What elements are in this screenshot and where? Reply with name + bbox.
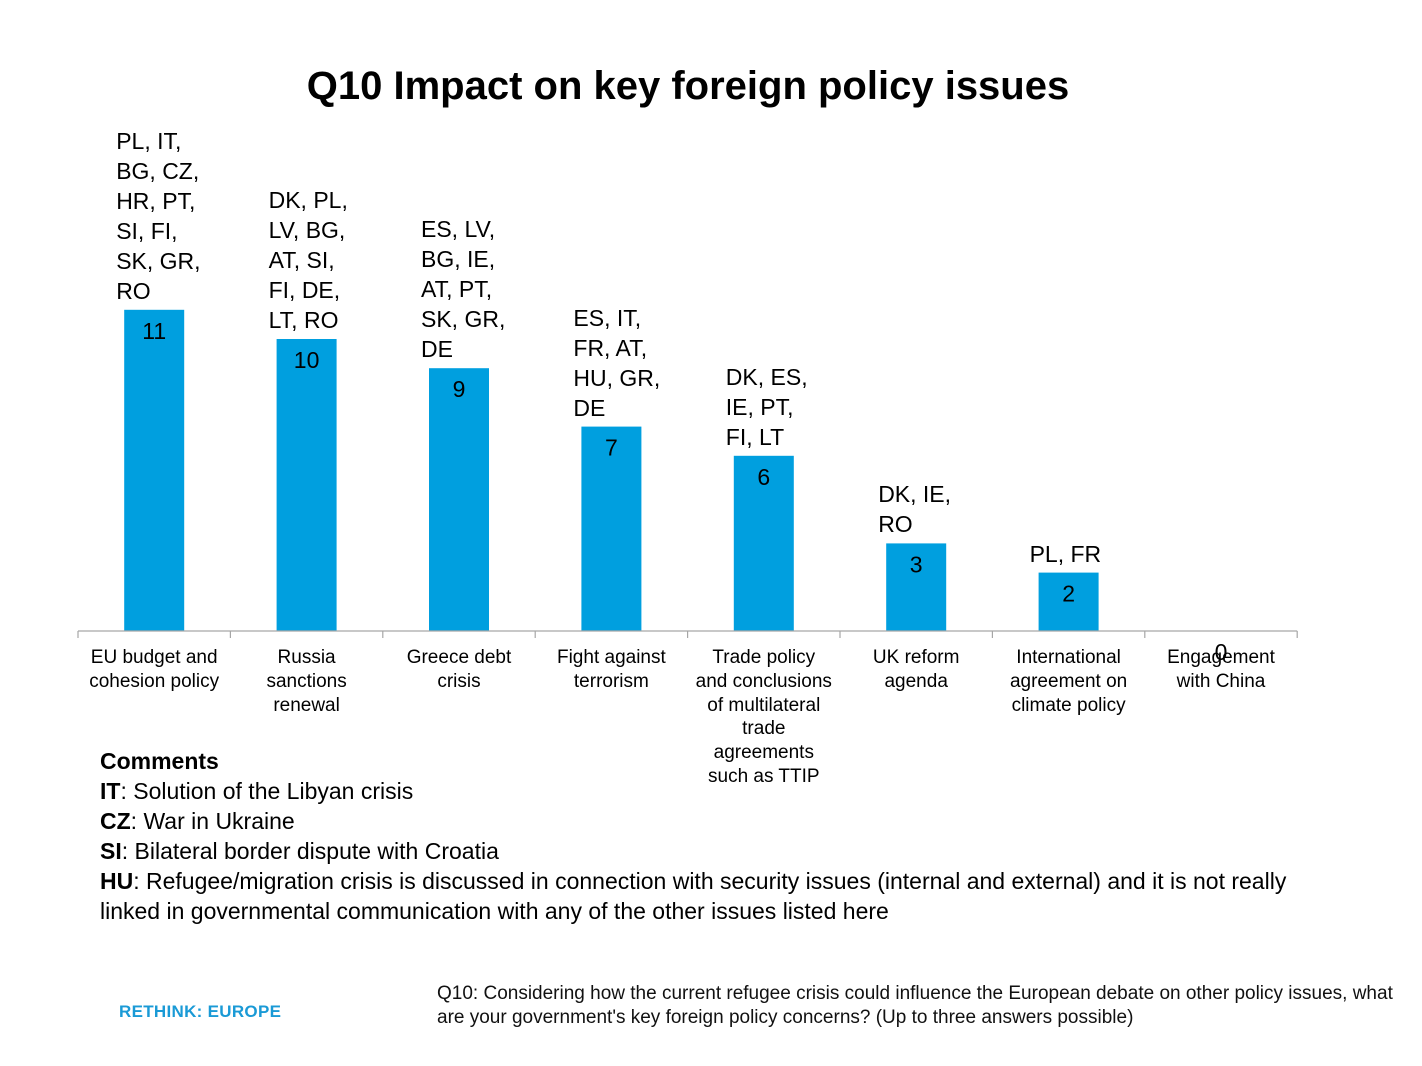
category-label: Greece debt crisis bbox=[406, 647, 512, 692]
comment-item: CZ: War in Ukraine bbox=[100, 806, 1320, 836]
comment-text: : Solution of the Libyan crisis bbox=[120, 778, 414, 804]
country-annotation: DK, PL, LV, BG, AT, SI, FI, DE, LT, RO bbox=[268, 187, 348, 333]
category-label: Fight against terrorism bbox=[556, 647, 666, 692]
question-footnote: Q10: Considering how the current refugee… bbox=[437, 983, 1393, 1028]
comments-section: Comments IT: Solution of the Libyan cris… bbox=[100, 746, 1320, 926]
category-label: EU budget and cohesion policy bbox=[89, 647, 220, 692]
bar bbox=[276, 339, 337, 631]
bar-value-label: 10 bbox=[294, 347, 320, 373]
bar bbox=[429, 368, 489, 631]
bar bbox=[124, 309, 185, 631]
comment-country-code: CZ bbox=[100, 808, 131, 834]
category-label: Trade policy and conclusions of multilat… bbox=[695, 647, 832, 787]
comments-heading: Comments bbox=[100, 748, 219, 774]
bar-value-label: 7 bbox=[605, 435, 618, 461]
comment-text: : Refugee/migration crisis is discussed … bbox=[100, 868, 1287, 924]
bar bbox=[1038, 572, 1099, 631]
comment-item: SI: Bilateral border dispute with Croati… bbox=[100, 836, 1320, 866]
bar-value-label: 11 bbox=[142, 318, 166, 344]
comment-item: HU: Refugee/migration crisis is discusse… bbox=[100, 866, 1320, 926]
bar-value-label: 6 bbox=[757, 464, 770, 490]
category-label: Engagement with China bbox=[1167, 647, 1275, 692]
bar-value-label: 3 bbox=[910, 551, 923, 577]
comment-country-code: HU bbox=[100, 868, 134, 894]
comment-text: : War in Ukraine bbox=[130, 808, 295, 834]
category-label: Russia sanctions renewal bbox=[266, 647, 347, 716]
bar-value-label: 0 bbox=[1215, 639, 1228, 665]
chart-title: Q10 Impact on key foreign policy issues bbox=[306, 64, 1070, 108]
country-annotation: DK, IE, RO bbox=[878, 481, 952, 538]
country-annotation: PL, FR bbox=[1029, 540, 1102, 567]
category-label: International agreement on climate polic… bbox=[1009, 647, 1128, 716]
country-annotation: ES, LV, BG, IE, AT, PT, SK, GR, DE bbox=[421, 216, 506, 363]
bar-value-label: 2 bbox=[1062, 581, 1075, 607]
rethink-europe-logo: RETHINK: EUROPE bbox=[119, 1002, 282, 1021]
country-annotation: ES, IT, FR, AT, HU, GR, DE bbox=[573, 304, 661, 421]
country-annotation: PL, IT, BG, CZ, HR, PT, SI, FI, SK, GR, … bbox=[116, 127, 201, 304]
comment-country-code: IT bbox=[100, 778, 121, 804]
country-annotation: DK, ES, IE, PT, FI, LT bbox=[725, 363, 808, 450]
bar bbox=[733, 455, 794, 631]
bar bbox=[886, 543, 947, 631]
comment-item: IT: Solution of the Libyan crisis bbox=[100, 776, 1320, 806]
bar bbox=[581, 426, 642, 631]
comment-text: : Bilateral border dispute with Croatia bbox=[121, 838, 499, 864]
category-label: UK reform agenda bbox=[872, 647, 960, 692]
bar-value-label: 9 bbox=[453, 376, 466, 402]
comment-country-code: SI bbox=[100, 838, 122, 864]
